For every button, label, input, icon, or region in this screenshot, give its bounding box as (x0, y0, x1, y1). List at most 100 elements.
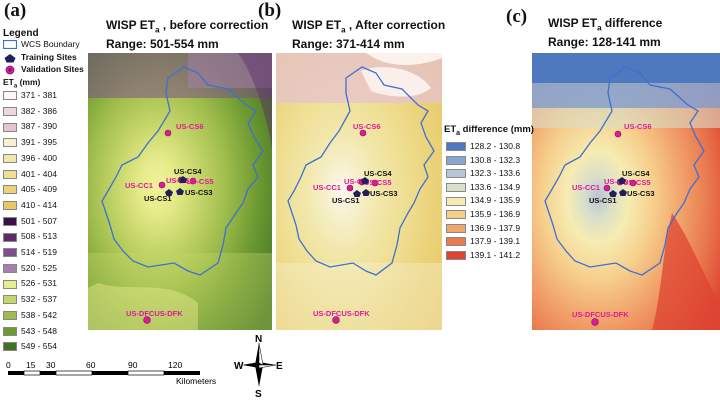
scale-tick-15: 15 (26, 360, 36, 370)
diff-legend-swatch (446, 155, 466, 165)
label-us-dfk-a: US-DFCUS-DFK (126, 309, 183, 318)
legend-class-label: 371 - 381 (21, 90, 57, 100)
legend-swatch (3, 138, 17, 148)
diff-legend-swatch (446, 169, 466, 179)
diff-legend-swatch (446, 223, 466, 233)
legend-class-item: 401 - 404 (3, 168, 57, 180)
legend-class-label: 396 - 400 (21, 152, 57, 163)
label-us-cs-b: US-CS (344, 177, 367, 186)
marker-us-cs5-a (189, 177, 197, 185)
legend-title: Legend (3, 28, 39, 39)
diff-legend-item: 133.6 - 134.9 (446, 181, 520, 194)
legend-class-item: 501 - 507 (3, 215, 57, 227)
legend-swatch (3, 311, 17, 321)
wcs-boundary-c (544, 66, 705, 276)
compass-w: W (234, 361, 244, 372)
legend-swatch (3, 201, 17, 211)
legend-class-item: 520 - 525 (3, 262, 57, 274)
diff-legend-swatch (446, 183, 466, 193)
legend-class-item: 371 - 381 (3, 89, 57, 101)
legend-swatch (3, 216, 17, 226)
label-us-cc1-c: US-CC1 (572, 183, 600, 192)
panel-c-range: Range: 128-141 mm (548, 35, 661, 50)
legend-class-label: 405 - 409 (21, 184, 57, 195)
label-us-cs3-a: US-CS3 (185, 188, 213, 197)
marker-us-cs1-a (165, 189, 173, 196)
panel-a-range: Range: 501-554 mm (106, 37, 219, 52)
marker-us-cc1-c (603, 184, 611, 192)
diff-legend-swatch (446, 210, 466, 220)
legend-swatch (3, 295, 17, 305)
legend-class-item: 508 - 513 (3, 230, 57, 242)
panel-c-letter: (c) (506, 6, 528, 27)
marker-us-cs6-a (164, 129, 172, 137)
label-us-cs6-a: US-CS6 (176, 122, 204, 131)
sites-panel-c: US-CS6 US-CC1 US-CS US-CS5 US-CS4 US-CS3… (572, 122, 655, 326)
label-us-cs5-c: US-CS5 (623, 178, 651, 187)
diff-legend-label: 135.9 - 136.9 (470, 209, 521, 219)
label-us-cs1-c: US-CS1 (589, 196, 617, 205)
legend-class-label: 410 - 414 (21, 199, 57, 210)
wcs-boundary-a (101, 66, 264, 276)
label-us-cs6-b: US-CS6 (353, 122, 381, 131)
marker-us-cs3-b (362, 189, 370, 196)
diff-legend-label: 128.2 - 130.8 (470, 141, 521, 151)
legend-class-item: 514 - 519 (3, 246, 57, 258)
label-us-cc1-a: US-CC1 (125, 181, 153, 190)
legend-class-label: 401 - 404 (21, 168, 57, 179)
legend-swatch (3, 185, 17, 195)
scale-unit: Kilometers (176, 376, 216, 386)
diff-legend-item: 135.9 - 136.9 (446, 208, 520, 221)
label-us-cs-c: US-CS (604, 177, 627, 186)
legend-class-label: 382 - 386 (21, 105, 57, 116)
legend-swatch (3, 154, 17, 164)
legend-class-label: 514 - 519 (21, 247, 57, 257)
compass-s: S (255, 389, 262, 397)
legend-class-label: 508 - 513 (21, 231, 57, 242)
legend-validation: Validation Sites (3, 63, 84, 75)
legend-class-item: 391 - 395 (3, 136, 57, 148)
legend-swatch (3, 122, 17, 132)
diff-legend-item: 132.3 - 133.6 (446, 167, 520, 180)
panel-c-title: WISP ETa difference Range: 128-141 mm (548, 16, 663, 50)
marker-us-cs6-b (359, 129, 367, 137)
marker-us-cs6-c (614, 130, 622, 138)
label-us-cc1-b: US-CC1 (313, 183, 341, 192)
label-us-dfk-b: US-DFCUS-DFK (313, 309, 370, 318)
panel-b-letter: (b) (258, 0, 282, 21)
scale-tick-60: 60 (86, 360, 96, 370)
boundary-swatch-icon (2, 40, 18, 50)
label-us-cs1-b: US-CS1 (332, 196, 360, 205)
legend-swatch (3, 263, 17, 273)
marker-us-cs5-c (629, 179, 637, 187)
circle-marker-icon (5, 65, 15, 75)
legend-class-label: 501 - 507 (21, 215, 57, 226)
label-us-cs5-b: US-CS5 (364, 178, 392, 187)
legend-class-item: 526 - 531 (3, 277, 57, 289)
legend-class-label: 387 - 390 (21, 121, 57, 132)
legend-class-item: 405 - 409 (3, 183, 57, 195)
legend-boundary: WCS Boundary (2, 38, 80, 50)
legend-class-label: 543 - 548 (21, 325, 57, 336)
legend-class-item: 396 - 400 (3, 152, 57, 164)
diff-legend-label: 137.9 - 139.1 (470, 236, 521, 247)
map-panel-b (276, 53, 442, 330)
label-us-cs-a: US-CS (166, 176, 189, 185)
legend-class-label: 532 - 537 (21, 294, 57, 305)
scale-bar: 0 15 30 60 90 120 Kilometers (0, 358, 230, 388)
scale-tick-0: 0 (6, 360, 11, 370)
label-us-cs4-b: US-CS4 (364, 169, 392, 178)
scale-tick-120: 120 (168, 360, 182, 370)
diff-legend-heading: ETa difference (mm) (444, 124, 534, 137)
diff-legend-label: 130.8 - 132.3 (470, 154, 521, 165)
legend-class-item: 549 - 554 (3, 340, 57, 352)
diff-legend-label: 139.1 - 141.2 (470, 249, 521, 260)
legend-training: Training Sites (3, 51, 77, 63)
marker-us-cs1-c (609, 190, 617, 197)
pentagon-marker-icon (4, 53, 16, 63)
diff-legend-item: 130.8 - 132.3 (446, 154, 520, 167)
label-us-dfk-c: US-DFCUS-DFK (572, 310, 629, 319)
marker-us-cs5-b (371, 179, 379, 187)
marker-us-cs3-a (176, 188, 184, 195)
sites-panel-b: US-CS6 US-CC1 US-CS US-CS5 US-CS4 US-CS3… (313, 122, 398, 324)
